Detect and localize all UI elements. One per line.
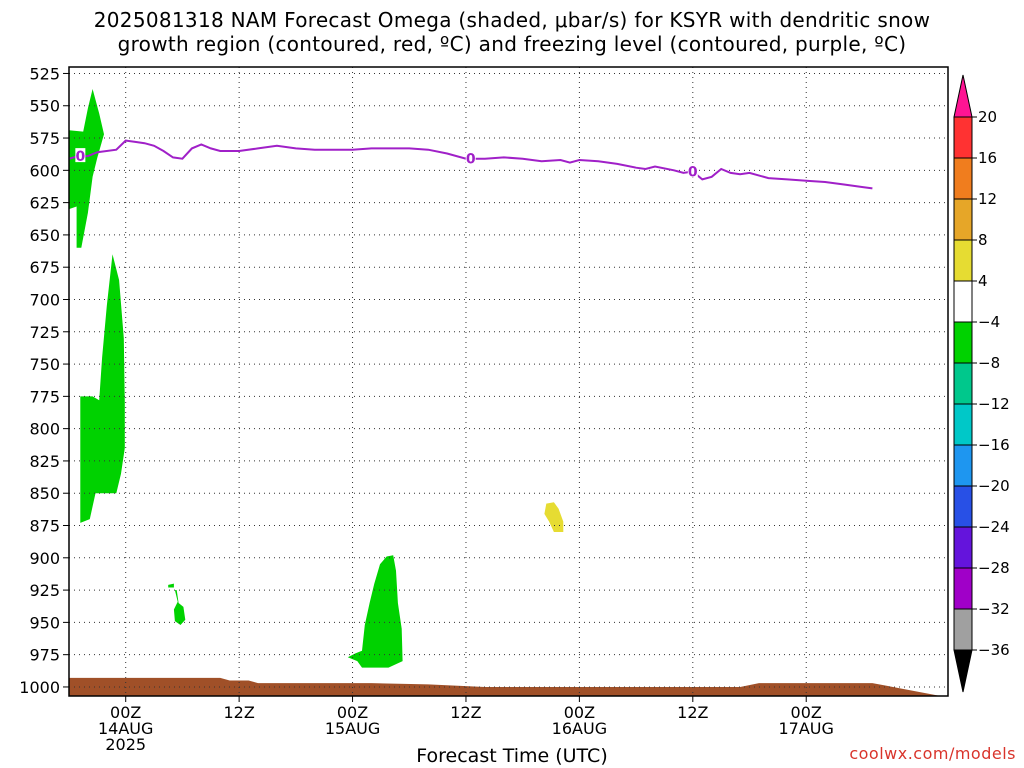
colorbar-box-8 — [953, 403, 973, 446]
colorbar-box-2 — [953, 157, 973, 200]
colorbar: 20 16 12 8 4 −4 −8 −12 −16 −20 −24 −28 −32 −36 — [953, 74, 1010, 693]
y-tick-label-600: 600 — [29, 161, 60, 180]
plot-contents: 0 0 0 — [69, 67, 948, 696]
x-tick-label-48-1: 15AUG — [325, 719, 380, 738]
x-tick-label-24-1: 14AUG — [98, 719, 153, 738]
y-tick-label-925: 925 — [29, 581, 60, 600]
y-tick-label-800: 800 — [29, 420, 60, 439]
y-tick-label-775: 775 — [29, 387, 60, 406]
freezing-label-bg-2 — [465, 150, 476, 165]
colorbar-box-9 — [953, 444, 973, 487]
site-credit: coolwx.com/models — [849, 744, 1016, 763]
colorbar-box-1 — [953, 116, 973, 159]
y-tick-label-675: 675 — [29, 258, 60, 277]
colorbar-label-5: −4 — [978, 313, 1000, 331]
y-tick-label-750: 750 — [29, 355, 60, 374]
omega-region-2 — [80, 254, 125, 523]
y-tick-label-550: 550 — [29, 97, 60, 116]
colorbar-label-2: 12 — [978, 190, 997, 208]
colorbar-top-arrow — [953, 74, 973, 118]
chart-title-line-2: growth region (contoured, red, ºC) and f… — [117, 32, 907, 56]
colorbar-box-3 — [953, 198, 973, 241]
x-tick-label-84-0: 12Z — [677, 703, 708, 722]
y-tick-label-900: 900 — [29, 549, 60, 568]
y-tick-label-825: 825 — [29, 452, 60, 471]
colorbar-label-6: −8 — [978, 354, 1000, 372]
colorbar-box-6 — [953, 321, 973, 364]
colorbar-label-9: −20 — [978, 477, 1010, 495]
freezing-level-label-3: 0 — [688, 165, 698, 181]
omega-region-5 — [347, 555, 403, 668]
x-tick-label-24-0: 00Z — [110, 703, 141, 722]
freezing-label-bg-3 — [687, 163, 698, 178]
x-tick-label-60-0: 12Z — [450, 703, 481, 722]
colorbar-box-10 — [953, 485, 973, 528]
colorbar-bottom-arrow — [953, 649, 973, 693]
x-tick-label-96-0: 00Z — [791, 703, 822, 722]
omega-region-4 — [168, 583, 174, 588]
colorbar-label-12: −32 — [978, 600, 1010, 618]
x-tick-label-48-0: 00Z — [337, 703, 368, 722]
y-tick-label-650: 650 — [29, 226, 60, 245]
colorbar-label-8: −16 — [978, 436, 1010, 454]
colorbar-box-11 — [953, 526, 973, 569]
colorbar-label-1: 16 — [978, 149, 997, 167]
colorbar-label-3: 8 — [978, 231, 988, 249]
x-tick-label-96-1: 17AUG — [779, 719, 834, 738]
colorbar-box-13 — [953, 608, 973, 651]
colorbar-label-10: −24 — [978, 518, 1010, 536]
x-tick-label-72-0: 00Z — [564, 703, 595, 722]
colorbar-box-7 — [953, 362, 973, 405]
colorbar-label-7: −12 — [978, 395, 1010, 413]
x-tick-label-72-1: 16AUG — [552, 719, 607, 738]
colorbar-box-4 — [953, 239, 973, 282]
y-tick-label-1000: 1000 — [19, 678, 60, 697]
colorbar-box-12 — [953, 567, 973, 610]
colorbar-label-0: 20 — [978, 108, 997, 126]
terrain-surface — [69, 677, 941, 696]
freezing-level-label-2: 0 — [466, 152, 476, 168]
y-tick-label-725: 725 — [29, 323, 60, 342]
colorbar-box-5 — [953, 280, 973, 323]
x-tick-label-36-0: 12Z — [223, 703, 254, 722]
axes: 525 550 575 600 625 650 675 700 725 750 775 800 825 8… — [19, 64, 949, 754]
omega-region-3 — [173, 590, 186, 625]
x-tick-label-24-2: 2025 — [105, 735, 146, 754]
chart-title: 2025081318 NAM Forecast Omega (shaded, μ… — [0, 8, 1024, 56]
plot-area: 0 0 0 — [69, 67, 948, 696]
y-tick-label-975: 975 — [29, 646, 60, 665]
freezing-level-label-1: 0 — [75, 149, 85, 165]
omega-region-1 — [69, 89, 104, 248]
chart-title-line-1: 2025081318 NAM Forecast Omega (shaded, μ… — [93, 8, 931, 32]
plot-frame — [68, 66, 949, 697]
colorbar-label-4: 4 — [978, 272, 988, 290]
y-tick-label-525: 525 — [29, 64, 60, 83]
x-axis-label: Forecast Time (UTC) — [416, 745, 608, 767]
omega-region-6 — [544, 502, 564, 532]
y-tick-label-700: 700 — [29, 290, 60, 309]
y-tick-label-850: 850 — [29, 484, 60, 503]
y-tick-label-625: 625 — [29, 194, 60, 213]
y-tick-label-950: 950 — [29, 613, 60, 632]
y-tick-label-875: 875 — [29, 517, 60, 536]
y-tick-label-575: 575 — [29, 129, 60, 148]
colorbar-label-11: −28 — [978, 559, 1010, 577]
freezing-label-bg-1 — [75, 148, 86, 163]
colorbar-label-13: −36 — [978, 641, 1010, 659]
